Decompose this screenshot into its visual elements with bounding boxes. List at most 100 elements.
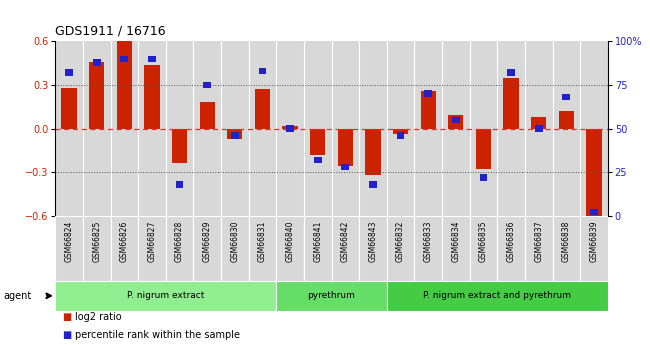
- Bar: [359, 41, 387, 216]
- Bar: [221, 41, 248, 216]
- Bar: [55, 216, 83, 281]
- Bar: [396, 132, 404, 139]
- Bar: [452, 117, 460, 123]
- Bar: [120, 56, 128, 62]
- Text: ■: ■: [62, 313, 71, 322]
- Text: log2 ratio: log2 ratio: [75, 313, 122, 322]
- Bar: [231, 132, 239, 139]
- Bar: [276, 281, 387, 310]
- Bar: [442, 41, 469, 216]
- Bar: [415, 41, 442, 216]
- Bar: [476, 128, 491, 169]
- Bar: [166, 41, 194, 216]
- Bar: [552, 41, 580, 216]
- Bar: [580, 216, 608, 281]
- Bar: [332, 216, 359, 281]
- Bar: [387, 41, 415, 216]
- Bar: [341, 164, 349, 170]
- Bar: [166, 216, 194, 281]
- Bar: [194, 216, 221, 281]
- Bar: [442, 216, 469, 281]
- Bar: [248, 216, 276, 281]
- Bar: [469, 41, 497, 216]
- Text: GSM66841: GSM66841: [313, 221, 322, 262]
- Bar: [562, 94, 570, 100]
- Bar: [507, 69, 515, 76]
- Text: GSM66831: GSM66831: [258, 221, 267, 262]
- Bar: [172, 128, 187, 163]
- Bar: [62, 88, 77, 128]
- Text: GSM66832: GSM66832: [396, 221, 405, 262]
- Bar: [117, 41, 132, 128]
- Text: ■: ■: [62, 330, 71, 339]
- Bar: [338, 128, 353, 166]
- Text: GSM66839: GSM66839: [590, 221, 599, 262]
- Text: GSM66840: GSM66840: [285, 221, 294, 262]
- Text: GDS1911 / 16716: GDS1911 / 16716: [55, 25, 166, 38]
- Text: GSM66825: GSM66825: [92, 221, 101, 262]
- Bar: [590, 209, 598, 215]
- Text: agent: agent: [3, 291, 31, 301]
- Bar: [469, 216, 497, 281]
- Bar: [55, 281, 276, 310]
- Bar: [138, 41, 166, 216]
- Bar: [276, 216, 304, 281]
- Bar: [369, 181, 377, 188]
- Bar: [525, 216, 552, 281]
- Bar: [421, 91, 436, 128]
- Text: GSM66834: GSM66834: [451, 221, 460, 262]
- Bar: [176, 181, 183, 188]
- Bar: [304, 41, 332, 216]
- Text: GSM66829: GSM66829: [203, 221, 212, 262]
- Bar: [111, 216, 138, 281]
- Bar: [93, 59, 101, 66]
- Bar: [144, 65, 159, 128]
- Bar: [424, 90, 432, 97]
- Bar: [535, 125, 543, 132]
- Bar: [276, 41, 304, 216]
- Bar: [248, 41, 276, 216]
- Bar: [497, 216, 525, 281]
- Bar: [65, 69, 73, 76]
- Bar: [259, 68, 266, 74]
- Bar: [89, 62, 104, 128]
- Bar: [504, 78, 519, 128]
- Text: P. nigrum extract and pyrethrum: P. nigrum extract and pyrethrum: [423, 291, 571, 300]
- Text: pyrethrum: pyrethrum: [307, 291, 356, 300]
- Bar: [387, 216, 415, 281]
- Text: GSM66837: GSM66837: [534, 221, 543, 262]
- Text: GSM66830: GSM66830: [230, 221, 239, 262]
- Bar: [148, 56, 156, 62]
- Bar: [83, 216, 111, 281]
- Text: GSM66833: GSM66833: [424, 221, 433, 262]
- Bar: [200, 102, 214, 128]
- Bar: [552, 216, 580, 281]
- Bar: [203, 82, 211, 88]
- Bar: [221, 216, 248, 281]
- Text: GSM66835: GSM66835: [479, 221, 488, 262]
- Bar: [559, 111, 574, 128]
- Bar: [359, 216, 387, 281]
- Bar: [314, 157, 322, 163]
- Text: GSM66838: GSM66838: [562, 221, 571, 262]
- Bar: [286, 125, 294, 132]
- Bar: [194, 41, 221, 216]
- Text: GSM66824: GSM66824: [64, 221, 73, 262]
- Bar: [83, 41, 111, 216]
- Bar: [365, 128, 380, 175]
- Bar: [304, 216, 332, 281]
- Bar: [55, 41, 83, 216]
- Bar: [227, 128, 242, 139]
- Bar: [387, 281, 608, 310]
- Bar: [580, 41, 608, 216]
- Bar: [283, 126, 298, 128]
- Bar: [111, 41, 138, 216]
- Bar: [332, 41, 359, 216]
- Text: P. nigrum extract: P. nigrum extract: [127, 291, 205, 300]
- Text: GSM66842: GSM66842: [341, 221, 350, 262]
- Text: GSM66843: GSM66843: [369, 221, 378, 262]
- Bar: [255, 89, 270, 128]
- Text: GSM66826: GSM66826: [120, 221, 129, 262]
- Text: GSM66836: GSM66836: [506, 221, 515, 262]
- Text: percentile rank within the sample: percentile rank within the sample: [75, 330, 240, 339]
